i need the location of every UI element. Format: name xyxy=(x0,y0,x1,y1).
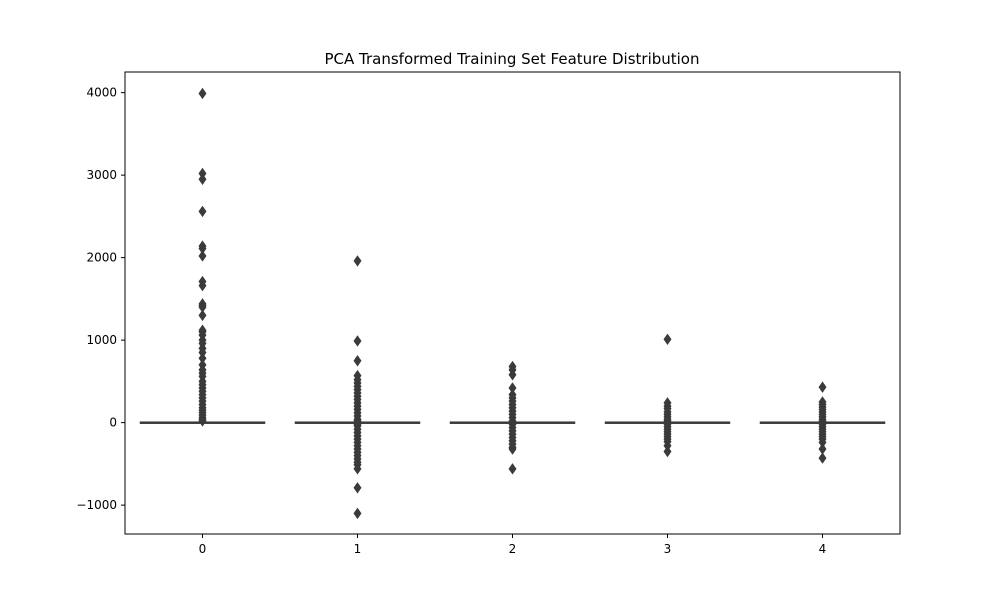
y-tick-label: 0 xyxy=(109,416,117,430)
outlier-point xyxy=(198,87,207,100)
x-tick-label: 4 xyxy=(819,542,827,556)
outlier-point xyxy=(198,173,207,185)
outlier-point xyxy=(818,381,827,393)
outlier-point xyxy=(663,333,672,345)
x-axis: 0 1 2 3 4 xyxy=(199,534,827,556)
y-tick-label: 3000 xyxy=(86,168,117,182)
outlier-point xyxy=(353,482,362,494)
box-series-1 xyxy=(294,255,421,520)
box-series-0 xyxy=(139,87,266,427)
x-tick-label: 1 xyxy=(354,542,362,556)
box-series-2 xyxy=(449,360,576,475)
y-tick-label: 4000 xyxy=(86,86,117,100)
x-tick-label: 0 xyxy=(199,542,207,556)
y-tick-label: −1000 xyxy=(76,498,117,512)
chart-title: PCA Transformed Training Set Feature Dis… xyxy=(325,50,700,68)
outlier-point xyxy=(353,355,362,367)
outlier-point xyxy=(353,507,362,520)
y-tick-label: 1000 xyxy=(86,333,117,347)
box-series-3 xyxy=(604,333,731,458)
plot-area xyxy=(139,87,886,520)
outlier-point xyxy=(198,205,207,218)
y-axis: −1000 0 1000 2000 3000 4000 xyxy=(76,86,125,512)
y-tick-label: 2000 xyxy=(86,251,117,265)
outlier-point xyxy=(508,443,517,455)
outlier-point xyxy=(198,279,207,292)
outlier-point xyxy=(353,463,362,475)
box-series-4 xyxy=(759,381,886,464)
outlier-point xyxy=(818,452,827,464)
outlier-point xyxy=(198,309,207,322)
x-tick-label: 2 xyxy=(509,542,517,556)
outlier-point xyxy=(198,250,207,262)
outlier-point xyxy=(508,369,517,381)
outlier-point xyxy=(508,463,517,475)
outlier-point xyxy=(198,415,207,427)
x-tick-label: 3 xyxy=(664,542,672,556)
outlier-point xyxy=(663,445,672,458)
outlier-point xyxy=(353,335,362,347)
outlier-point xyxy=(353,255,362,267)
